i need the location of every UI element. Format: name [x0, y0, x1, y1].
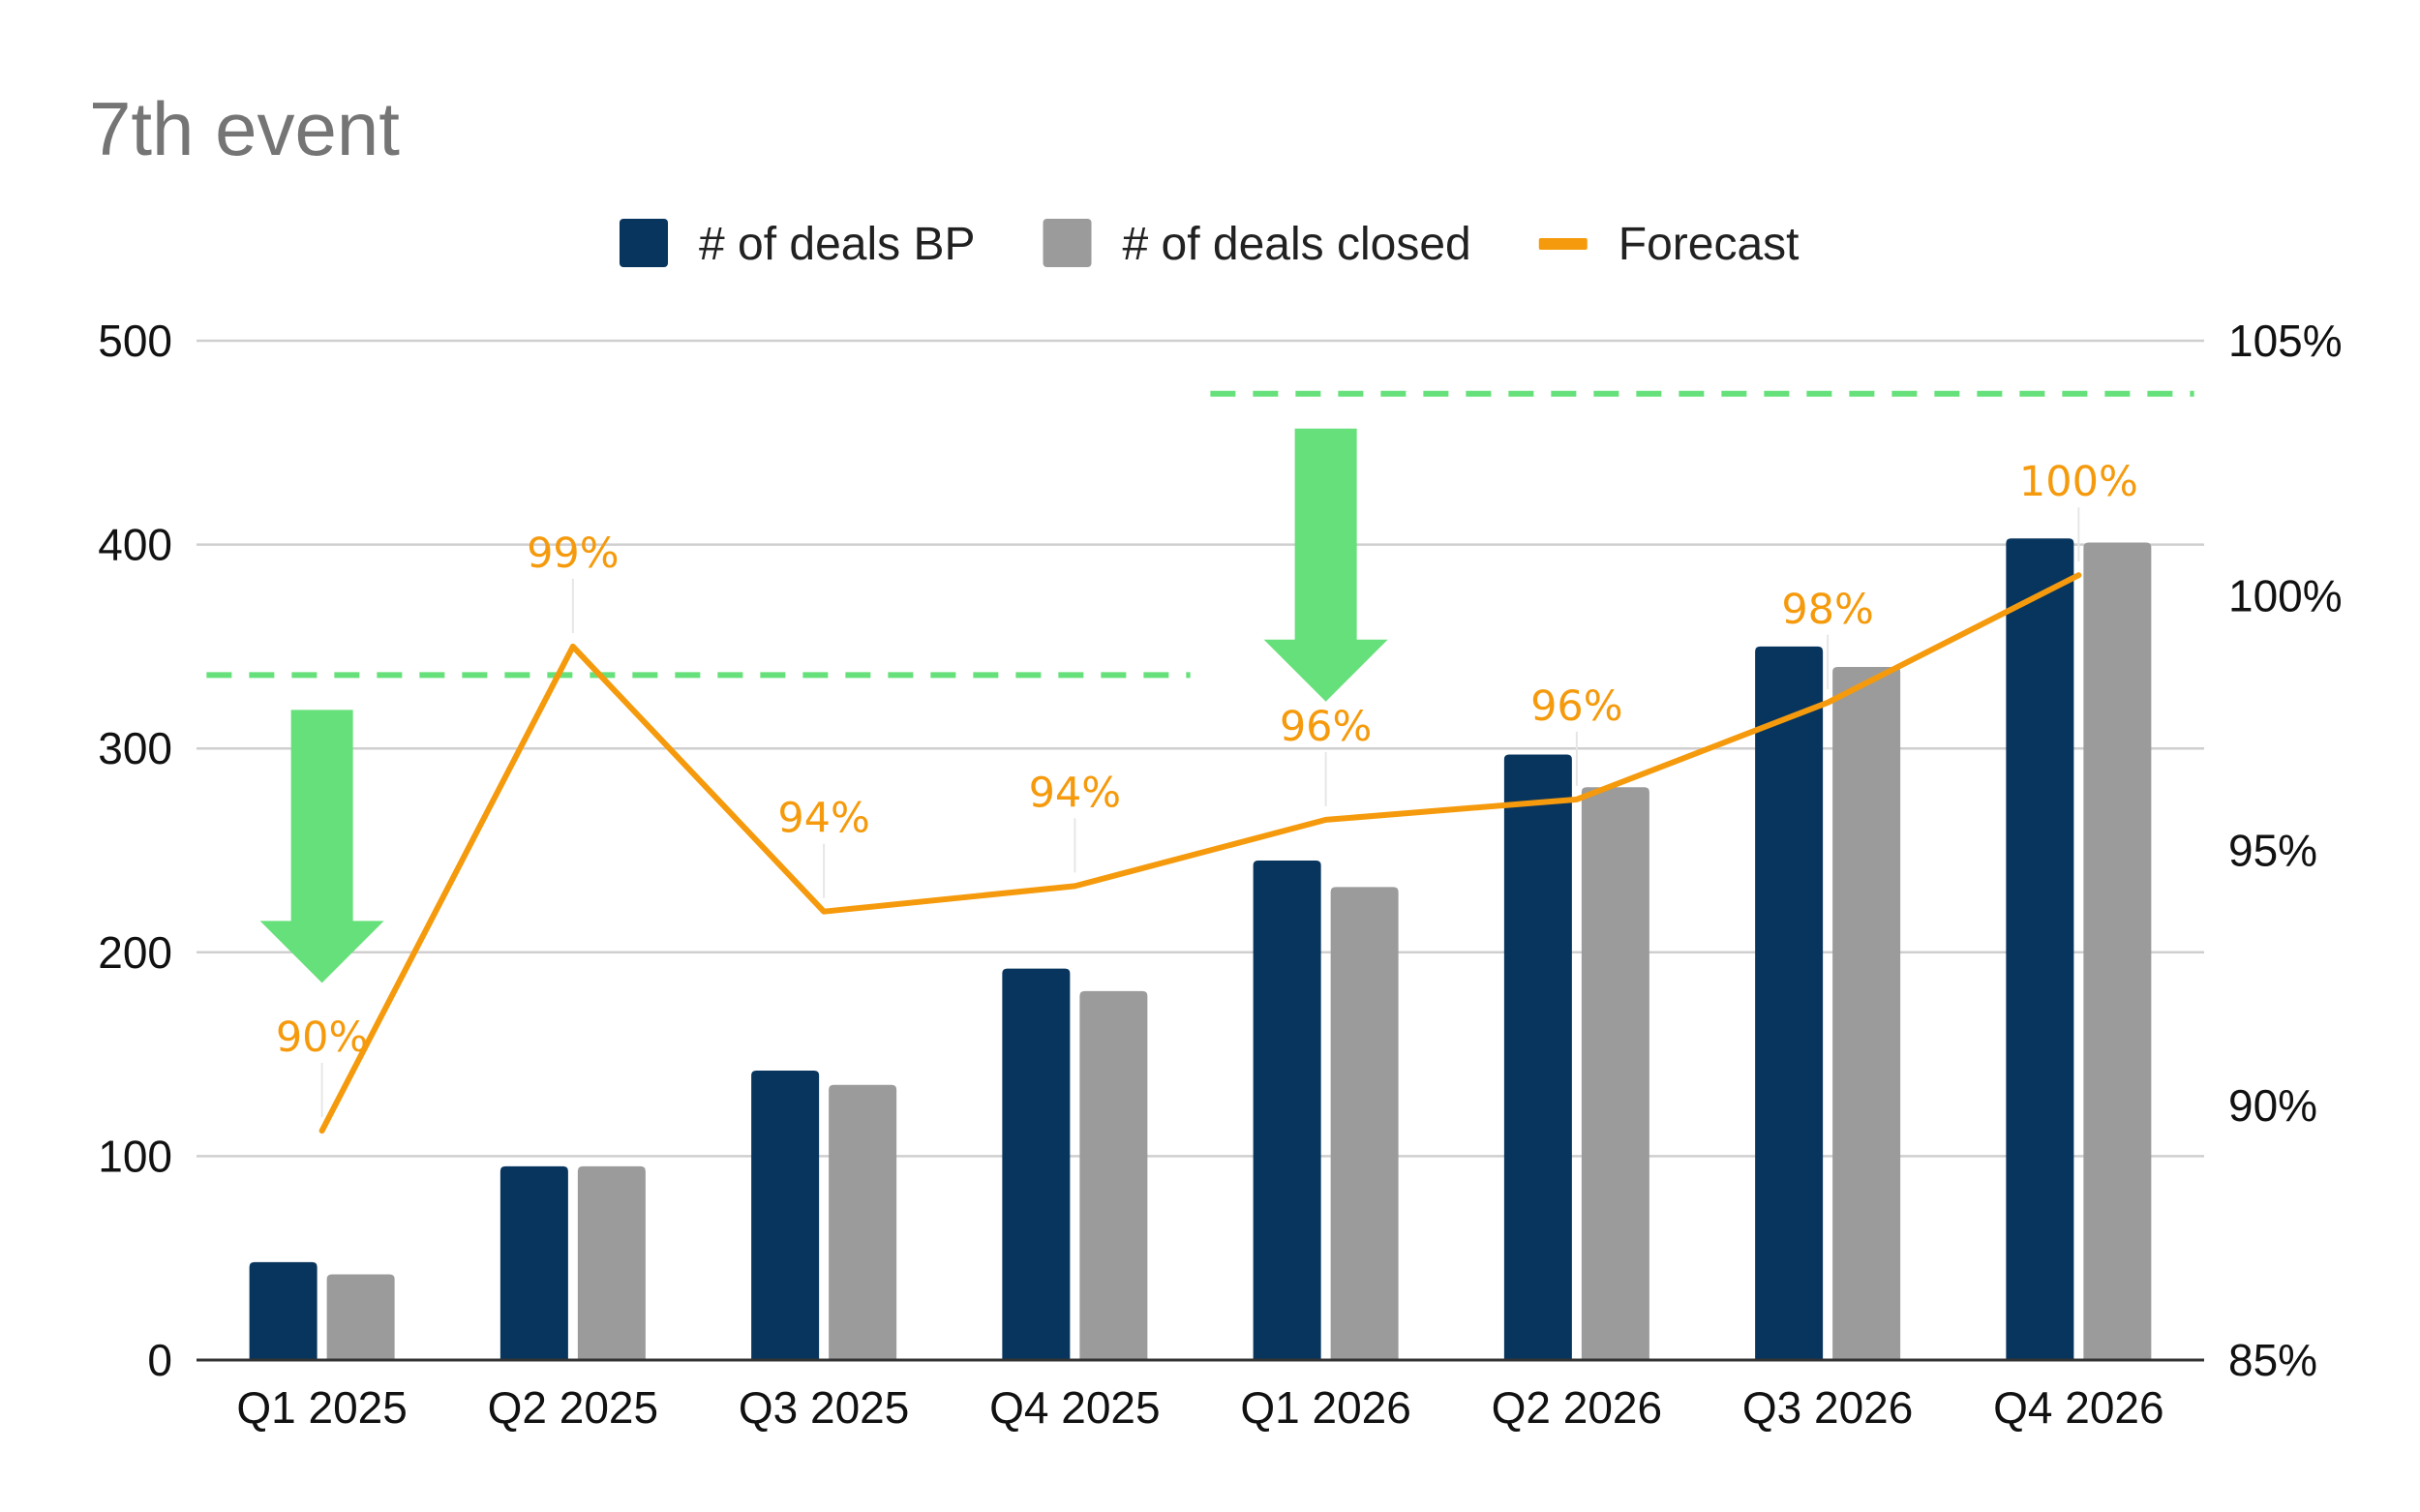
forecast-data-label: 90% [276, 1013, 369, 1062]
forecast-data-label: 99% [527, 529, 620, 578]
y-right-tick-label: 95% [2228, 826, 2317, 876]
y-left-tick-label: 500 [98, 316, 172, 366]
y-right-tick-label: 90% [2228, 1080, 2317, 1131]
bar [249, 1261, 318, 1360]
legend-label: # of deals closed [1123, 219, 1471, 270]
legend-swatch [1538, 238, 1588, 250]
bar [829, 1084, 897, 1360]
annotation-arrow [1263, 428, 1388, 702]
legend: # of deals BP # of deals closed Forecast [620, 219, 1799, 270]
y-left-tick-label: 0 [147, 1335, 172, 1385]
tick-labels: 0 100 200 300 400 500 85% 90% 95% 100% 105% Q1 2025… [98, 316, 2342, 1433]
chart-title: 7th event [89, 86, 400, 171]
forecast-data-label: 94% [1029, 769, 1122, 817]
y-left-tick-label: 100 [98, 1131, 172, 1181]
forecast-line-layer: 90% 99% 94% 94% 96% 96% 98% 100% [276, 458, 2138, 1134]
x-tick-label: Q2 2025 [488, 1382, 658, 1433]
grid-lines [197, 339, 2204, 1158]
y-left-tick-label: 200 [98, 927, 172, 978]
reference-lines [206, 390, 2194, 679]
y-right-tick-label: 85% [2228, 1335, 2317, 1385]
forecast-data-label: 98% [1781, 586, 1874, 634]
y-right-tick-label: 100% [2228, 570, 2343, 620]
bar [1503, 754, 1572, 1360]
forecast-line [318, 572, 2082, 1134]
forecast-data-label: 94% [777, 795, 870, 843]
bar [499, 1165, 568, 1360]
legend-label: # of deals BP [699, 219, 976, 270]
legend-swatch [620, 219, 668, 267]
bar [1079, 990, 1148, 1360]
forecast-data-label: 100% [2019, 458, 2138, 506]
legend-swatch [1043, 219, 1092, 267]
y-right-tick-label: 105% [2228, 316, 2343, 366]
bar [326, 1274, 395, 1360]
bar [1581, 787, 1649, 1360]
x-tick-label: Q3 2026 [1742, 1382, 1913, 1433]
legend-label: Forecast [1618, 219, 1800, 270]
annotation-arrows [259, 428, 1388, 983]
x-tick-label: Q3 2025 [739, 1382, 909, 1433]
bars [249, 538, 2152, 1360]
x-tick-label: Q4 2026 [1993, 1382, 2163, 1433]
bar [1002, 968, 1071, 1360]
bar [1832, 666, 1901, 1360]
bar [1755, 646, 1824, 1360]
x-tick-label: Q4 2025 [989, 1382, 1160, 1433]
bar [2083, 542, 2152, 1360]
bar [1253, 861, 1321, 1360]
y-left-tick-label: 300 [98, 723, 172, 773]
x-tick-label: Q1 2026 [1240, 1382, 1410, 1433]
bar [577, 1165, 646, 1360]
forecast-data-label: 96% [1280, 703, 1373, 751]
x-tick-label: Q2 2026 [1492, 1382, 1662, 1433]
bar [751, 1070, 820, 1360]
forecast-data-label: 96% [1530, 682, 1623, 731]
bar [2006, 538, 2074, 1360]
y-left-tick-label: 400 [98, 520, 172, 570]
x-tick-label: Q1 2025 [236, 1382, 407, 1433]
annotation-arrow [259, 710, 384, 983]
bar [1330, 887, 1399, 1360]
